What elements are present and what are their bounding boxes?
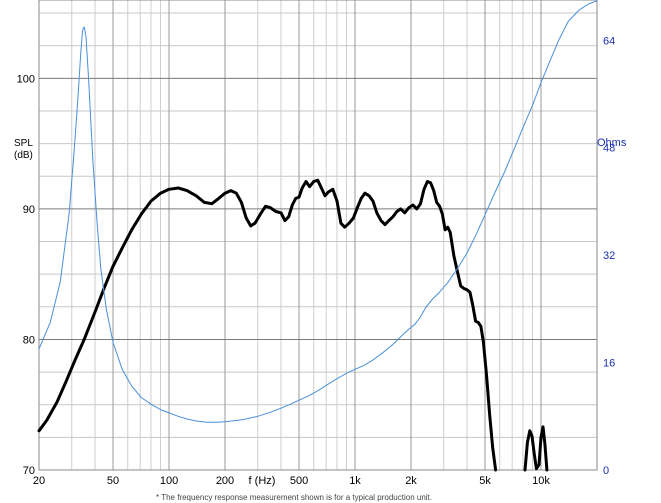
x-tick-label: 10k <box>532 475 550 487</box>
footnote: * The frequency response measurement sho… <box>156 493 432 502</box>
y2-tick-label: 48 <box>603 143 615 155</box>
impedance-curve <box>38 0 598 423</box>
y-tick-label: 100 <box>17 73 35 85</box>
x-tick-label: 1k <box>349 475 361 487</box>
y-tick-label: 70 <box>23 465 35 477</box>
y2-tick-label: 16 <box>603 358 615 370</box>
x-axis-title: f (Hz) <box>249 475 276 487</box>
x-tick-label: 5k <box>479 475 491 487</box>
y2-tick-label: 0 <box>603 465 609 477</box>
y2-tick-label: 64 <box>603 35 615 47</box>
x-tick-label: 200 <box>216 475 234 487</box>
y-tick-label: 90 <box>23 204 35 216</box>
tick-labels: 20 50 100 200 500 1k 2k 5k 10k 70 80 90 100 0 16 32 48 64 <box>17 35 616 487</box>
y2-axis-title: Ohms <box>597 137 627 149</box>
spl-curve-1 <box>37 178 498 472</box>
spl-curve-2 <box>523 425 549 472</box>
series-layer <box>37 0 598 472</box>
y-axis-title-line2: (dB) <box>14 150 33 161</box>
x-tick-label: 20 <box>33 475 45 487</box>
y-tick-label: 80 <box>23 334 35 346</box>
x-tick-label: 2k <box>405 475 417 487</box>
y2-tick-label: 32 <box>603 250 615 262</box>
plot-border <box>38 0 598 471</box>
y-axis-title-line1: SPL <box>14 138 33 149</box>
x-tick-label: 500 <box>290 475 308 487</box>
x-tick-label: 100 <box>160 475 178 487</box>
x-tick-label: 50 <box>107 475 119 487</box>
minor-gridlines <box>39 0 597 470</box>
major-gridlines <box>38 0 598 471</box>
